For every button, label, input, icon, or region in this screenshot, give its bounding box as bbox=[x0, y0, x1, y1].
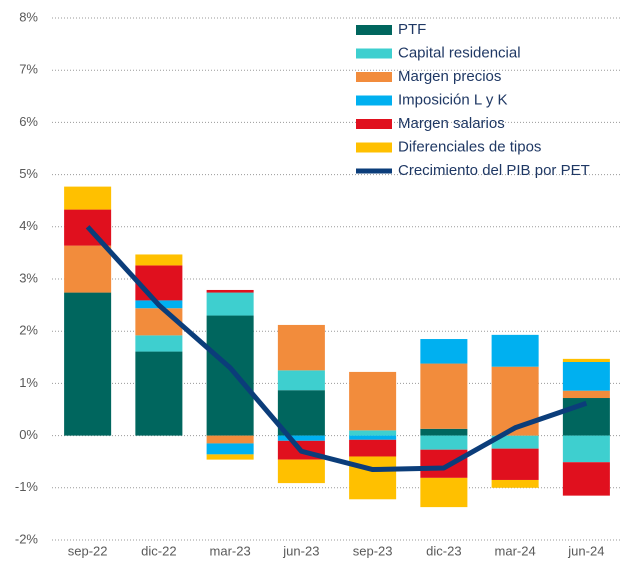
bar-segment bbox=[562, 358, 610, 362]
bar-segment bbox=[349, 439, 397, 457]
bar-segment bbox=[135, 254, 183, 266]
bar-segment bbox=[349, 435, 397, 440]
y-tick-label: 4% bbox=[19, 218, 38, 233]
x-tick-label: mar-24 bbox=[495, 543, 536, 558]
line-series bbox=[85, 225, 588, 473]
legend-label: Capital residencial bbox=[398, 44, 521, 61]
bar-segment bbox=[277, 324, 325, 371]
bar-segment bbox=[491, 435, 539, 449]
x-tick-label: sep-22 bbox=[68, 543, 108, 558]
y-tick-label: 5% bbox=[19, 166, 38, 181]
x-tick-label: mar-23 bbox=[210, 543, 251, 558]
bar-segment bbox=[135, 351, 183, 436]
y-tick-label: 7% bbox=[19, 62, 38, 77]
bar-segment bbox=[562, 435, 610, 463]
bar-segment bbox=[206, 443, 254, 455]
legend-swatch bbox=[356, 48, 392, 59]
bar-segment bbox=[491, 479, 539, 488]
bar-segment bbox=[420, 428, 468, 436]
x-tick-label: jun-23 bbox=[282, 543, 319, 558]
legend-label: Imposición L y K bbox=[398, 91, 508, 108]
legend-label: Diferenciales de tipos bbox=[398, 138, 541, 155]
bar-segment bbox=[491, 448, 539, 480]
legend-swatch bbox=[356, 142, 392, 153]
bar-segment bbox=[135, 335, 183, 352]
legend-swatch bbox=[356, 72, 392, 82]
x-tick-label: dic-23 bbox=[426, 543, 461, 558]
bar-segment bbox=[206, 292, 254, 316]
legend-label: Margen salarios bbox=[398, 115, 505, 132]
bar-segment bbox=[206, 289, 254, 293]
legend-label: PTF bbox=[398, 21, 426, 38]
legend-swatch bbox=[356, 95, 392, 106]
bar-segment bbox=[491, 334, 539, 367]
y-tick-label: -2% bbox=[15, 531, 39, 546]
bar-segment bbox=[420, 477, 468, 508]
x-tick-label: sep-23 bbox=[353, 543, 393, 558]
bar-segment bbox=[420, 435, 468, 450]
bar-segment bbox=[420, 363, 468, 429]
y-tick-label: 6% bbox=[19, 114, 38, 129]
bar-segment bbox=[277, 370, 325, 391]
x-tick-label: jun-24 bbox=[567, 543, 604, 558]
y-tick-label: 0% bbox=[19, 427, 38, 442]
bar-segment bbox=[277, 459, 325, 484]
legend-label: Crecimiento del PIB por PET bbox=[398, 162, 590, 179]
y-tick-label: -1% bbox=[15, 479, 39, 494]
bar-segment bbox=[349, 430, 397, 436]
legend-swatch bbox=[356, 119, 392, 129]
bar-segment bbox=[349, 371, 397, 431]
bar-segment bbox=[277, 435, 325, 441]
bar-segment bbox=[206, 315, 254, 436]
bar-segment bbox=[206, 435, 254, 444]
bar-segment bbox=[206, 454, 254, 460]
bar-segment bbox=[64, 186, 112, 210]
y-tick-label: 8% bbox=[19, 9, 38, 24]
bar-segment bbox=[420, 449, 468, 478]
x-tick-label: dic-22 bbox=[141, 543, 176, 558]
bar-segment bbox=[562, 390, 610, 399]
bar-segment bbox=[277, 390, 325, 436]
y-tick-label: 2% bbox=[19, 323, 38, 338]
bar-segment bbox=[562, 361, 610, 391]
bar-segment bbox=[64, 292, 112, 436]
bar-segment bbox=[562, 462, 610, 496]
bar-segment bbox=[135, 265, 183, 301]
y-tick-label: 1% bbox=[19, 375, 38, 390]
y-tick-label: 3% bbox=[19, 270, 38, 285]
legend-swatch bbox=[356, 25, 392, 35]
legend-label: Margen precios bbox=[398, 68, 501, 85]
bar-segment bbox=[420, 339, 468, 364]
bar-segment bbox=[64, 245, 112, 293]
